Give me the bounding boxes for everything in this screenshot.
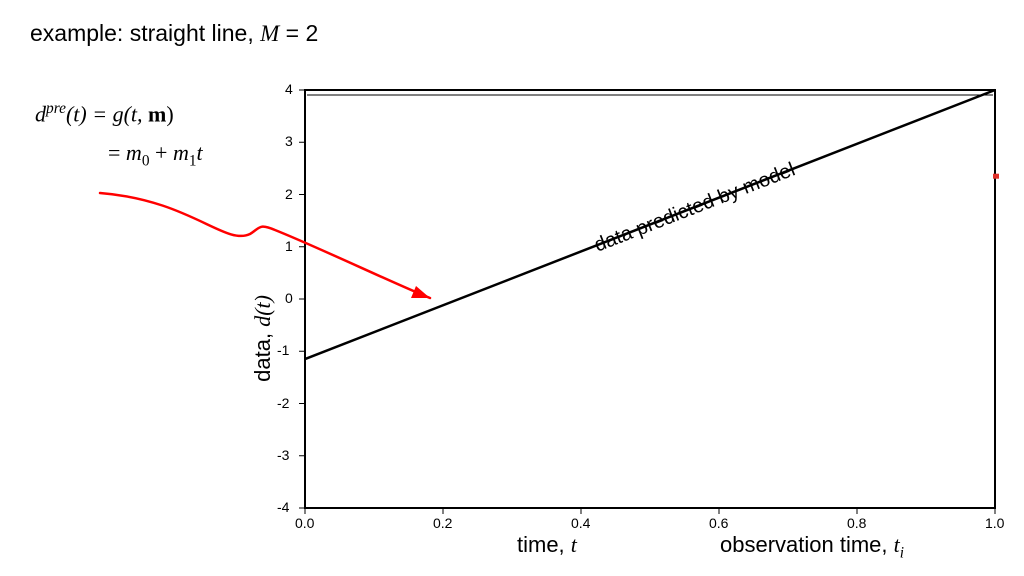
- y-axis-text: data,: [250, 327, 275, 382]
- eq1-sup: pre: [46, 100, 66, 117]
- eq2-t: t: [197, 140, 203, 165]
- y-tick-label: -4: [277, 499, 289, 515]
- x-axis-text: time,: [517, 532, 571, 557]
- x-tick-label: 0.4: [571, 515, 590, 531]
- y-tick-label: 4: [285, 81, 293, 97]
- title-eq: = 2: [279, 20, 318, 46]
- equation-line-2: = m0 + m1t: [108, 140, 203, 170]
- eq2-m1a: m: [173, 140, 189, 165]
- obs-sub: i: [900, 544, 904, 561]
- obs-text: observation time,: [720, 532, 894, 557]
- y-tick-label: -3: [277, 447, 289, 463]
- x-tick-label: 0.0: [295, 515, 314, 531]
- eq2-plus: +: [150, 140, 173, 165]
- page-root: example: straight line, M = 2 dpre(t) = …: [0, 0, 1024, 576]
- y-tick-label: 0: [285, 290, 293, 306]
- y-tick-label: 3: [285, 133, 293, 149]
- y-axis-label: data, d(t): [250, 295, 276, 382]
- x-tick-label: 0.2: [433, 515, 452, 531]
- chart: 0.00.20.40.60.81.0-4-3-2-101234data pred…: [305, 90, 995, 508]
- eq2-eq: =: [108, 140, 126, 165]
- eq1-d: d: [35, 101, 46, 126]
- observation-label: observation time, ti: [720, 532, 904, 562]
- equation-line-1: dpre(t) = g(t, m): [35, 100, 174, 127]
- x-axis-label: time, t: [517, 532, 577, 558]
- y-tick-label: -1: [277, 342, 289, 358]
- page-title: example: straight line, M = 2: [30, 20, 318, 47]
- x-tick-label: 0.6: [709, 515, 728, 531]
- title-prefix: example: straight line,: [30, 20, 260, 46]
- eq1-close: ): [166, 101, 173, 126]
- x-tick-label: 0.8: [847, 515, 866, 531]
- title-var: M: [260, 21, 279, 46]
- eq2-m1s: 1: [189, 152, 197, 169]
- y-tick-label: 1: [285, 238, 293, 254]
- eq2-m0s: 0: [142, 152, 150, 169]
- y-axis-var: d(t): [250, 295, 275, 327]
- eq2-m0a: m: [126, 140, 142, 165]
- x-tick-label: 1.0: [985, 515, 1004, 531]
- eq1-m: m: [148, 101, 166, 126]
- y-tick-label: 2: [285, 186, 293, 202]
- y-tick-label: -2: [277, 395, 289, 411]
- eq1-args: (t) = g(t,: [66, 101, 148, 126]
- x-axis-var: t: [571, 532, 577, 557]
